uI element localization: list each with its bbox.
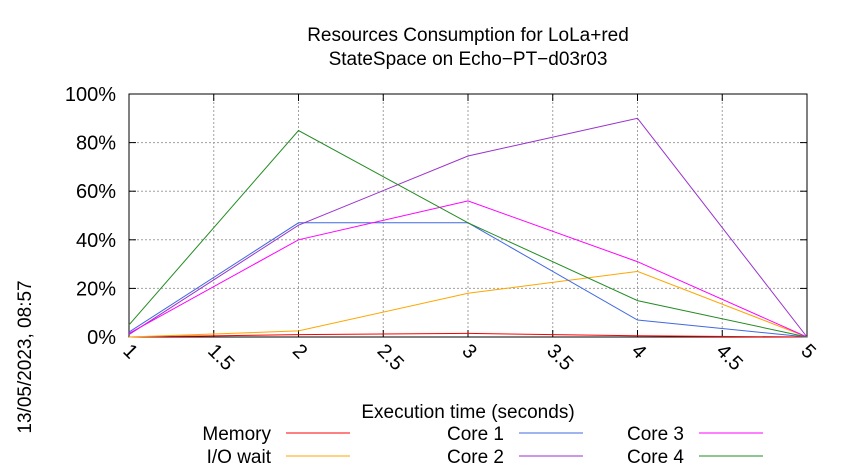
x-tick-label: 2.5 [373,340,408,375]
legend-item-core-4: Core 4 [627,447,763,468]
y-tick-label: 40% [76,230,116,252]
y-tick-label: 60% [76,181,116,203]
legend-item-core-3: Core 3 [627,424,763,445]
series-line-i-o-wait [128,270,808,338]
x-tick-label: 1 [118,340,141,363]
legend-label: Core 3 [627,424,684,445]
legend-label: Memory [202,424,271,445]
series-lines [128,117,808,338]
x-tick-label: 4.5 [712,340,747,375]
y-tick-label: 20% [76,278,116,300]
x-tick-label: 4 [627,340,650,363]
y-tick-label: 100% [65,84,116,106]
chart-title-line-1: Resources Consumption for LoLa+red [307,25,629,46]
legend-label: Core 4 [627,447,684,468]
grid-lines [129,94,807,337]
series-line-core-2 [128,117,808,338]
x-axis-label: Execution time (seconds) [361,402,574,423]
x-tick-label: 3.5 [542,340,577,375]
x-tick-label: 1.5 [203,340,238,375]
legend-item-core-1: Core 1 [447,424,583,445]
x-tick-label: 3 [457,340,480,363]
legend-item-i-o-wait: I/O wait [207,447,350,468]
x-tick-label: 5 [796,340,819,363]
y-tick-label: 0% [87,327,116,349]
legend-label: I/O wait [207,447,272,468]
y-tick-label: 80% [76,133,116,155]
series-line-core-4 [128,129,808,338]
timestamp-label: 13/05/2023, 08:57 [15,280,36,433]
x-tick-label: 2 [288,340,311,363]
chart-title: Resources Consumption for LoLa+red State… [307,25,629,70]
legend-item-memory: Memory [202,424,350,445]
chart-title-line-2: StateSpace on Echo−PT−d03r03 [329,49,608,70]
series-line-core-3 [128,200,808,338]
y-axis-ticks: 0% 20% 40% 60% 80% 100% [65,84,807,349]
legend-label: Core 1 [447,424,504,445]
legend-label: Core 2 [447,447,504,468]
legend-item-core-2: Core 2 [447,447,583,468]
series-line-memory [128,332,808,338]
